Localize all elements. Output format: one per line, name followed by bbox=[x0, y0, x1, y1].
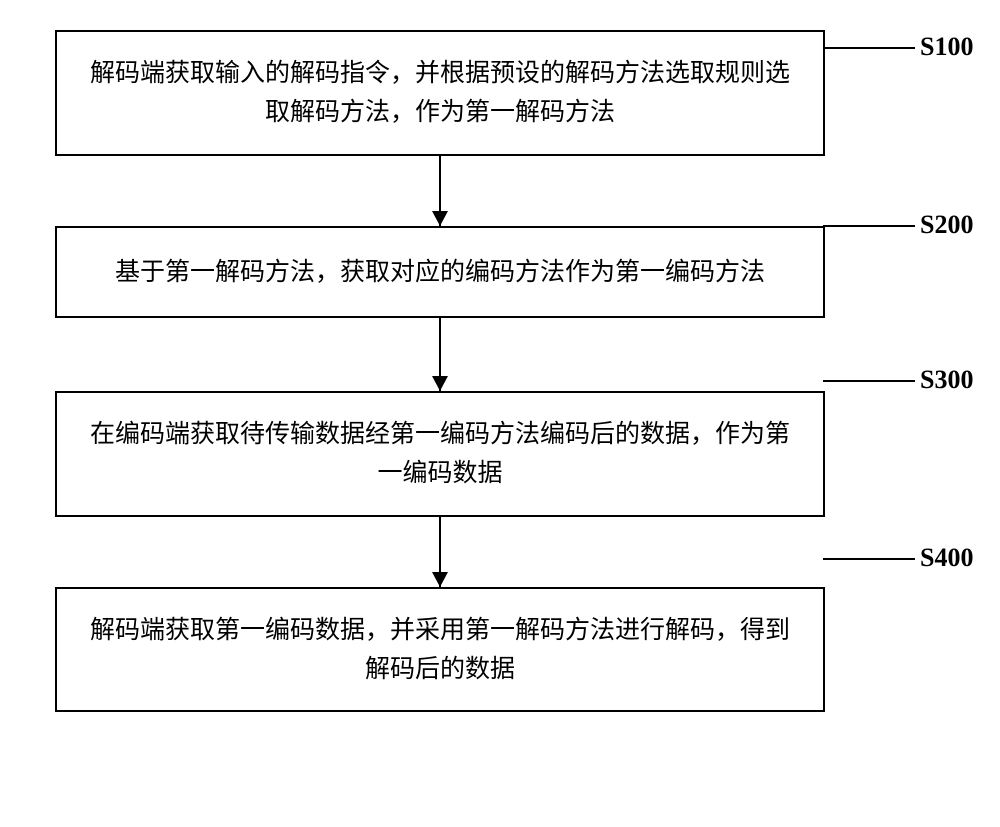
step-row-2: 基于第一解码方法，获取对应的编码方法作为第一编码方法 bbox=[0, 226, 1000, 319]
step-label-s100: S100 bbox=[920, 32, 973, 62]
connector-s300 bbox=[823, 380, 915, 382]
step-box-s400: 解码端获取第一编码数据，并采用第一解码方法进行解码，得到解码后的数据 bbox=[55, 587, 825, 713]
arrow-1 bbox=[55, 156, 825, 226]
step-box-s100: 解码端获取输入的解码指令，并根据预设的解码方法选取规则选取解码方法，作为第一解码… bbox=[55, 30, 825, 156]
step-text-s300: 在编码端获取待传输数据经第一编码方法编码后的数据，作为第一编码数据 bbox=[87, 415, 793, 493]
step-label-s300: S300 bbox=[920, 365, 973, 395]
step-text-s200: 基于第一解码方法，获取对应的编码方法作为第一编码方法 bbox=[115, 253, 765, 292]
arrow-head-1 bbox=[432, 211, 448, 226]
arrow-head-3 bbox=[432, 572, 448, 587]
step-label-s200: S200 bbox=[920, 210, 973, 240]
step-label-s400: S400 bbox=[920, 543, 973, 573]
flowchart-container: 解码端获取输入的解码指令，并根据预设的解码方法选取规则选取解码方法，作为第一解码… bbox=[0, 0, 1000, 827]
arrow-head-2 bbox=[432, 376, 448, 391]
connector-s100 bbox=[823, 47, 915, 49]
step-row-3: 在编码端获取待传输数据经第一编码方法编码后的数据，作为第一编码数据 bbox=[0, 391, 1000, 517]
connector-s200 bbox=[823, 225, 915, 227]
step-row-4: 解码端获取第一编码数据，并采用第一解码方法进行解码，得到解码后的数据 bbox=[0, 587, 1000, 713]
step-text-s100: 解码端获取输入的解码指令，并根据预设的解码方法选取规则选取解码方法，作为第一解码… bbox=[87, 54, 793, 132]
arrow-2 bbox=[55, 318, 825, 391]
step-box-s200: 基于第一解码方法，获取对应的编码方法作为第一编码方法 bbox=[55, 226, 825, 319]
connector-s400 bbox=[823, 558, 915, 560]
step-box-s300: 在编码端获取待传输数据经第一编码方法编码后的数据，作为第一编码数据 bbox=[55, 391, 825, 517]
arrow-3 bbox=[55, 517, 825, 587]
step-text-s400: 解码端获取第一编码数据，并采用第一解码方法进行解码，得到解码后的数据 bbox=[87, 611, 793, 689]
